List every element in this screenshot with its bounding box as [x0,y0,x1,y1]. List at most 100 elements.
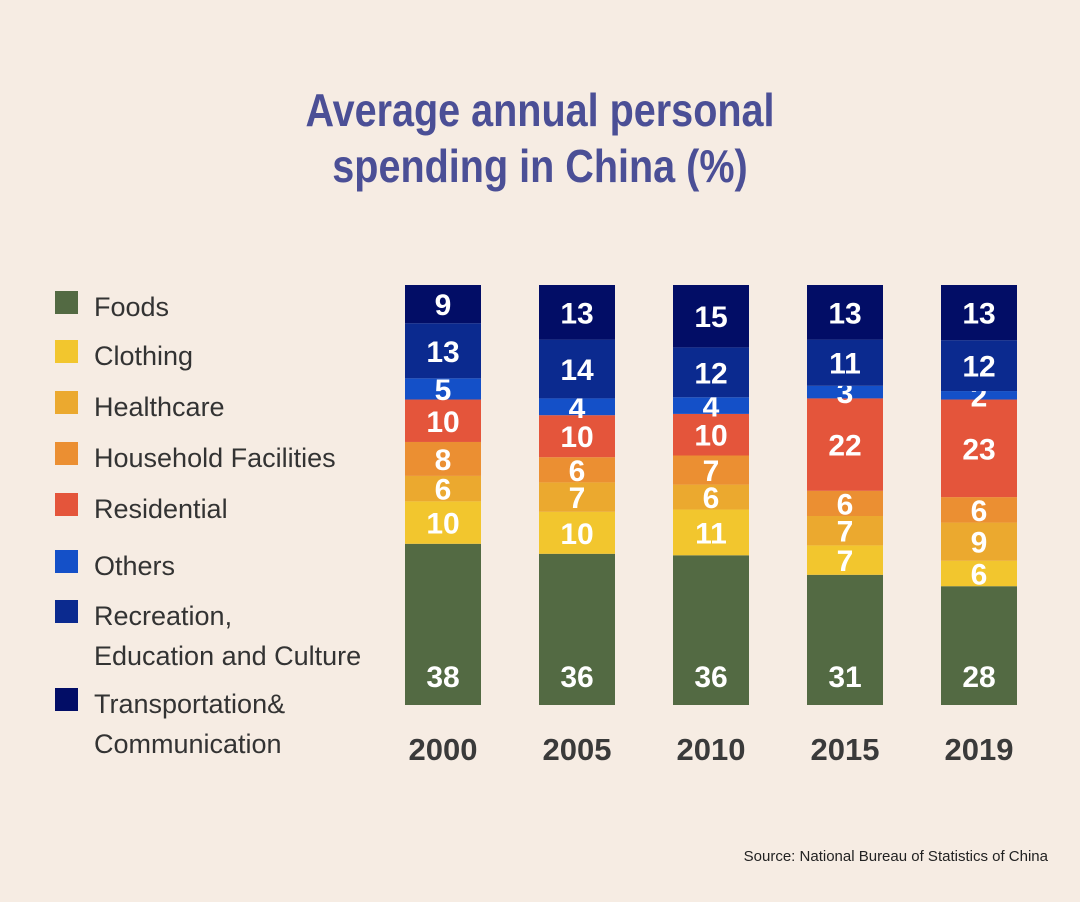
data-label: 8 [435,444,452,477]
data-label: 13 [426,336,459,369]
data-label: 13 [828,297,861,330]
data-label: 9 [435,289,452,322]
bar-segment [807,516,883,546]
data-label: 6 [569,455,586,488]
legend-item: Transportation& Communication [55,684,285,764]
data-label: 22 [828,430,861,463]
bar-segment [673,509,749,556]
legend-swatch [55,291,78,314]
bar-segment [673,413,749,456]
bar-segment [539,553,615,705]
data-label: 31 [828,661,861,694]
bar-segment [539,398,615,416]
x-tick-label: 2015 [811,732,880,767]
legend-swatch [55,493,78,516]
data-label: 10 [426,508,459,541]
legend-label: Recreation, Education and Culture [94,601,362,671]
data-label: 7 [837,545,854,578]
data-label: 7 [703,455,720,488]
legend-label: Foods [94,292,170,322]
bar-segment [405,399,481,442]
data-label: 15 [694,301,727,334]
bar-segment [405,475,481,502]
bar-segment [673,484,749,510]
data-label: 10 [560,421,593,454]
legend-item: Others [55,546,175,586]
legend-item: Foods [55,287,169,327]
data-label: 7 [569,482,586,515]
legend-label: Healthcare [94,392,225,422]
bar-segment [673,397,749,414]
legend-item: Healthcare [55,387,225,427]
data-label: 14 [560,354,594,387]
legend-label: Clothing [94,341,194,371]
bar-segment [539,511,615,554]
legend-swatch [55,442,78,465]
data-label: 28 [962,661,995,694]
bar-segment [941,497,1017,523]
data-label: 6 [837,488,854,521]
bar-segment [807,398,883,491]
data-label: 36 [694,661,727,694]
data-label: 4 [703,391,720,424]
bar-segment [539,415,615,458]
legend-label: Residential [94,494,228,524]
bar-segment [539,285,615,340]
legend-item: Clothing [55,336,193,376]
bar-segment [941,560,1017,587]
bar-segment [807,545,883,575]
data-label: 7 [837,516,854,549]
legend-swatch [55,340,78,363]
data-label: 6 [971,558,988,591]
data-label: 9 [971,527,988,560]
bar-segment [807,285,883,340]
bar-segment [405,285,481,324]
legend-swatch [55,550,78,573]
legend-swatch [55,391,78,414]
x-tick-label: 2005 [543,732,612,767]
data-label: 12 [962,351,995,384]
data-label: 13 [560,297,593,330]
bar-segment [405,323,481,379]
data-label: 36 [560,661,593,694]
data-label: 10 [560,518,593,551]
x-tick-label: 2010 [677,732,746,767]
data-label: 11 [829,348,861,381]
bar-segment [405,543,481,705]
data-label: 12 [694,357,727,390]
data-label: 23 [962,433,995,466]
data-label: 6 [703,482,720,515]
legend-item: Recreation, Education and Culture [55,596,361,676]
legend-item: Household Facilities [55,438,336,478]
bar-segment [807,385,883,399]
bar-segment [941,285,1017,341]
bar-segment [539,339,615,399]
data-label: 38 [426,661,459,694]
bar-segment [405,501,481,544]
legend-swatch [55,600,78,623]
x-tick-label: 2019 [945,732,1014,767]
data-label: 4 [569,392,586,425]
data-label: 5 [435,374,452,407]
bar-segment [941,399,1017,498]
bar-segment [807,574,883,705]
bar-segment [941,391,1017,400]
bar-segment [405,378,481,400]
data-label: 11 [695,517,727,550]
data-label: 10 [426,406,459,439]
x-tick-label: 2000 [409,732,478,767]
bar-segment [539,482,615,512]
source-note: Source: National Bureau of Statistics of… [743,848,1048,865]
data-label: 13 [962,298,995,331]
bar-segment [673,455,749,485]
data-label: 6 [971,495,988,528]
data-label: 6 [435,474,452,507]
bar-segment [673,347,749,398]
bar-segment [673,555,749,705]
legend-label: Household Facilities [94,443,336,473]
bar-segment [539,457,615,483]
bar-segment [941,522,1017,561]
bar-segment [807,339,883,386]
legend-label: Others [94,551,176,581]
